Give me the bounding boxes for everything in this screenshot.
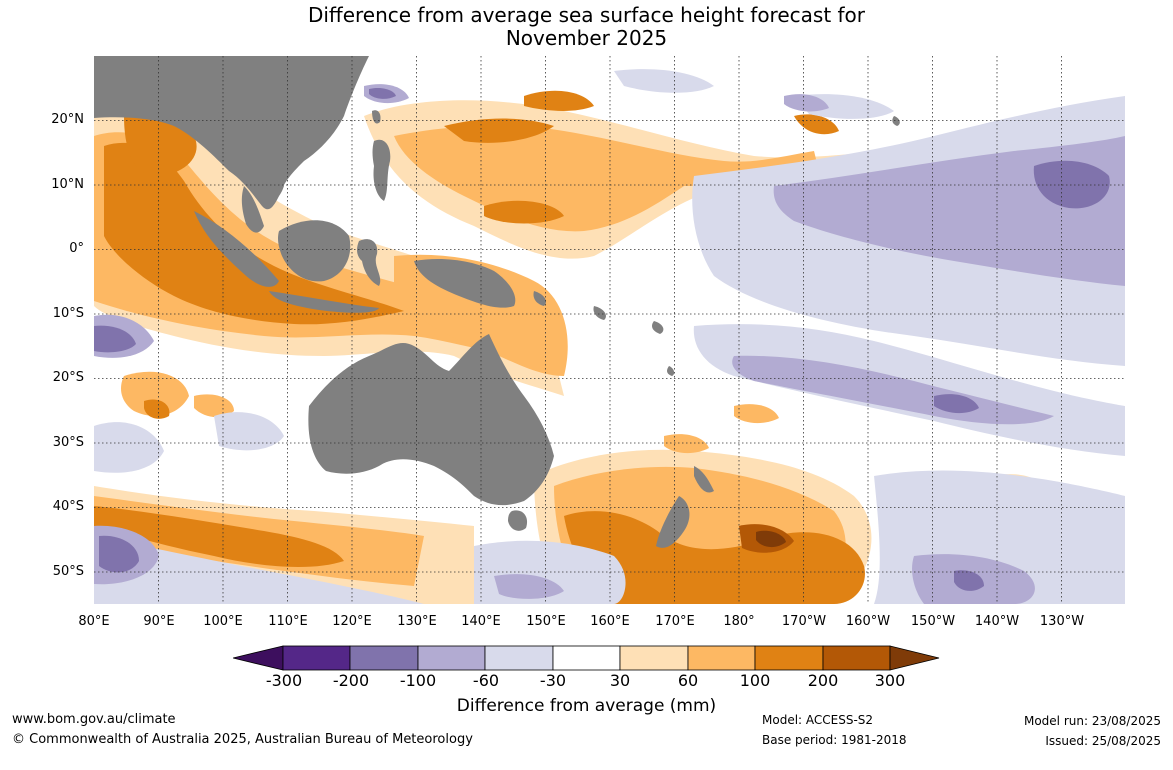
negative-anomaly-regions [94, 69, 1125, 604]
colorbar-swatch [822, 645, 891, 671]
colorbar [233, 645, 940, 671]
lon-label-140e: 140°E [461, 614, 501, 629]
colorbar-swatch [484, 645, 554, 671]
lat-label-20n: 20°N [51, 112, 84, 127]
colorbar-tick-label: 200 [807, 671, 839, 690]
lat-label-50s: 50°S [52, 564, 84, 579]
map-title-line-1: Difference from average sea surface heig… [307, 3, 866, 27]
colorbar-arrow-below [233, 645, 284, 671]
lon-label-90e: 90°E [143, 614, 175, 629]
colorbar-swatch [349, 645, 419, 671]
lat-label-10n: 10°N [51, 177, 84, 192]
colorbar-swatch [282, 645, 351, 671]
colorbar-tick-label: -200 [332, 671, 370, 690]
lat-label-30s: 30°S [52, 435, 84, 450]
lon-label-150w: 150°W [910, 614, 956, 629]
map-title-line-2: November 2025 [505, 26, 668, 50]
website-link[interactable]: www.bom.gov.au/climate [12, 712, 176, 727]
lon-label-170e: 170°E [655, 614, 695, 629]
lon-label-130w: 130°W [1039, 614, 1085, 629]
colorbar-label: Difference from average (mm) [456, 696, 717, 716]
model-run-date: Model run: 23/08/2025 [1023, 714, 1161, 728]
copyright-text: © Commonwealth of Australia 2025, Austra… [12, 732, 473, 747]
lon-label-160e: 160°E [590, 614, 630, 629]
colorbar-tick-label: 300 [874, 671, 906, 690]
lon-label-120e: 120°E [332, 614, 372, 629]
colorbar-swatch [417, 645, 486, 671]
colorbar-swatch [552, 645, 621, 671]
lat-label-0: 0° [69, 241, 84, 256]
lon-label-160w: 160°W [845, 614, 891, 629]
lon-label-130e: 130°E [397, 614, 437, 629]
colorbar-tick-label: 100 [739, 671, 771, 690]
lon-label-180: 180° [723, 614, 755, 629]
sea-surface-height-map [94, 56, 1125, 604]
lon-label-100e: 100°E [203, 614, 243, 629]
graticule [94, 56, 1125, 604]
lat-label-20s: 20°S [52, 370, 84, 385]
map-title: Difference from average sea surface heig… [0, 4, 1173, 50]
lon-label-80e: 80°E [78, 614, 110, 629]
base-period: Base period: 1981-2018 [762, 733, 907, 747]
lat-label-10s: 10°S [52, 306, 84, 321]
colorbar-tick-label: -30 [539, 671, 567, 690]
model-name: Model: ACCESS-S2 [762, 713, 874, 727]
lon-label-170w: 170°W [781, 614, 827, 629]
colorbar-swatch [687, 645, 756, 671]
lon-label-140w: 140°W [974, 614, 1020, 629]
lon-label-150e: 150°E [526, 614, 566, 629]
lon-label-110e: 110°E [268, 614, 308, 629]
issued-date: Issued: 25/08/2025 [1045, 734, 1161, 748]
colorbar-swatch [754, 645, 824, 671]
colorbar-tick-label: 30 [609, 671, 631, 690]
land-masses [94, 56, 900, 548]
colorbar-swatch [619, 645, 689, 671]
colorbar-tick-label: -100 [399, 671, 437, 690]
colorbar-tick-label: -60 [472, 671, 500, 690]
lat-label-40s: 40°S [52, 499, 84, 514]
colorbar-tick-label: 60 [677, 671, 699, 690]
colorbar-arrow-above [889, 645, 940, 671]
colorbar-tick-label: -300 [265, 671, 303, 690]
